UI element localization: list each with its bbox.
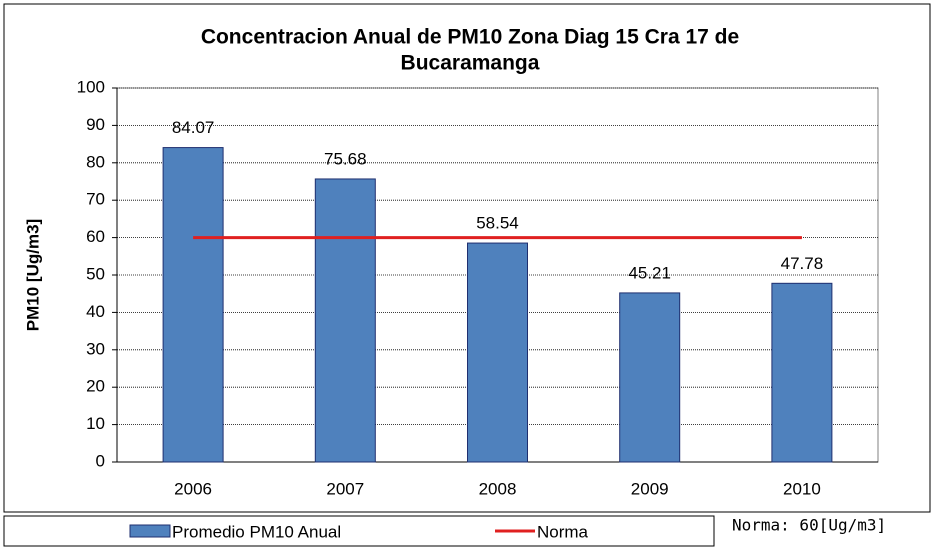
legend-label: Norma	[537, 522, 589, 541]
y-tick-label: 100	[77, 77, 105, 96]
legend-box	[3, 515, 715, 547]
y-tick-label: 60	[86, 227, 105, 246]
y-tick-label: 10	[86, 414, 105, 433]
bar	[162, 147, 224, 463]
y-tick-label: 30	[86, 339, 105, 358]
y-tick-label: 0	[96, 451, 105, 470]
chart-title: Concentracion Anual de PM10 Zona Diag 15…	[201, 26, 739, 49]
data-label: 45.21	[628, 263, 671, 282]
y-tick-label: 80	[86, 152, 105, 171]
x-tick-label: 2008	[479, 479, 517, 498]
x-tick-label: 2009	[631, 479, 669, 498]
annotation: Norma: 60[Ug/m3]	[732, 516, 886, 535]
data-label: 75.68	[324, 149, 367, 168]
data-label: 84.07	[172, 118, 215, 137]
data-label: 47.78	[781, 254, 824, 273]
y-tick-label: 70	[86, 190, 105, 209]
y-tick-label: 40	[86, 302, 105, 321]
x-tick-label: 2010	[783, 479, 821, 498]
bar	[619, 292, 681, 463]
legend-label: Promedio PM10 Anual	[172, 522, 341, 541]
x-tick-label: 2007	[326, 479, 364, 498]
y-tick-label: 20	[86, 377, 105, 396]
chart-title: Bucaramanga	[401, 52, 540, 75]
bar	[771, 282, 833, 463]
x-tick-label: 2006	[174, 479, 212, 498]
data-label: 58.54	[476, 214, 519, 233]
y-tick-label: 90	[86, 115, 105, 134]
y-axis-label: PM10 [Ug/m3]	[23, 219, 42, 331]
legend-swatch	[129, 524, 171, 538]
y-tick-label: 50	[86, 264, 105, 283]
bar	[314, 178, 376, 463]
bar	[467, 242, 528, 463]
